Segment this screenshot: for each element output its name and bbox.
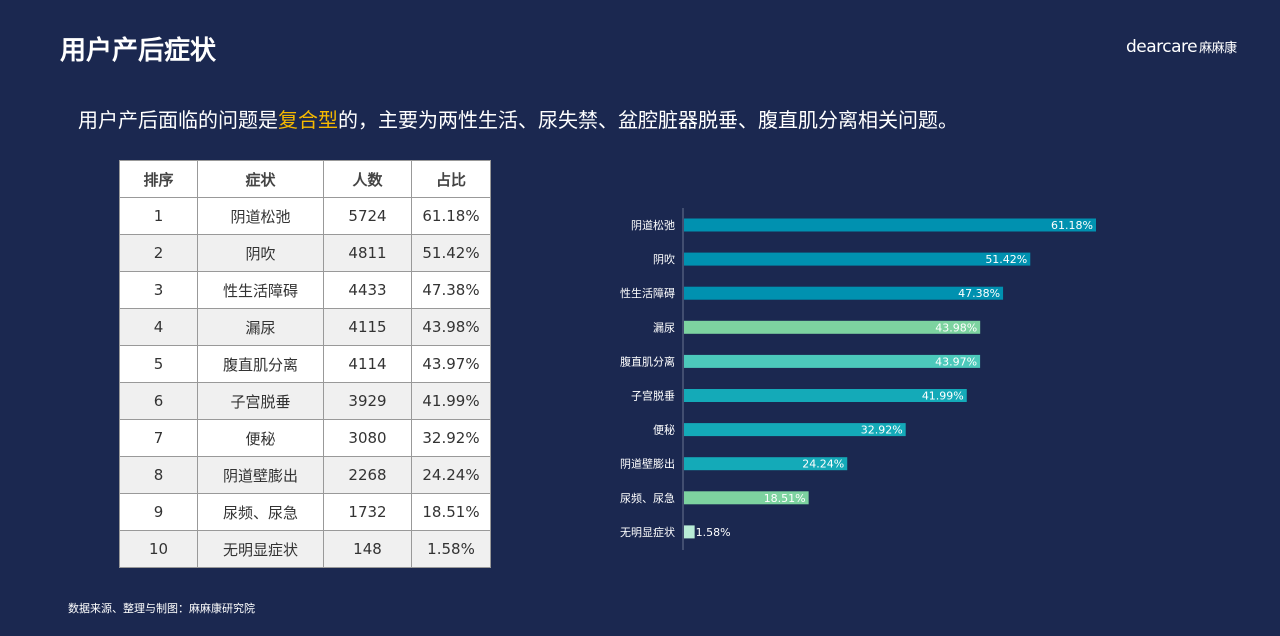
cell-ratio: 61.18% (411, 197, 491, 235)
data-label: 24.24% (802, 458, 844, 471)
cell-symptom: 尿频、尿急 (197, 493, 324, 531)
bar (684, 354, 981, 368)
symptom-table: 排序 症状 人数 占比 1 阴道松弛 5724 61.18% 2 阴吹 4811 51.42%… (119, 160, 491, 568)
bar (684, 457, 848, 471)
cell-count: 5724 (323, 197, 412, 235)
category-label: 子宫脱垂 (631, 389, 675, 403)
category-label: 尿频、尿急 (620, 491, 675, 505)
bar (684, 423, 906, 437)
cell-ratio: 1.58% (411, 530, 491, 568)
header-count: 人数 (323, 160, 412, 198)
subtitle-highlight: 复合型 (278, 108, 338, 132)
cell-symptom: 便秘 (197, 419, 324, 457)
cell-rank: 9 (119, 493, 198, 531)
cell-count: 4811 (323, 234, 412, 272)
cell-symptom: 阴道壁膨出 (197, 456, 324, 494)
logo-text: dearcare (1126, 37, 1198, 57)
category-label: 便秘 (653, 423, 675, 437)
bar (684, 389, 967, 402)
cell-count: 4114 (323, 345, 412, 383)
data-label: 43.97% (935, 355, 977, 368)
cell-rank: 6 (119, 382, 198, 420)
table-row: 3 性生活障碍 4433 47.38% (119, 271, 491, 309)
table-row: 6 子宫脱垂 3929 41.99% (119, 382, 491, 420)
bar (684, 286, 1004, 300)
cell-count: 148 (323, 530, 412, 568)
bar (684, 218, 1096, 232)
subtitle-post: 的，主要为两性生活、尿失禁、盆腔脏器脱垂、腹直肌分离相关问题。 (338, 108, 958, 132)
data-label: 32.92% (861, 424, 903, 437)
cell-ratio: 41.99% (411, 382, 491, 420)
cell-symptom: 腹直肌分离 (197, 345, 324, 383)
header-ratio: 占比 (411, 160, 491, 198)
cell-rank: 10 (119, 530, 198, 568)
cell-rank: 7 (119, 419, 198, 457)
cell-ratio: 47.38% (411, 271, 491, 309)
cell-rank: 3 (119, 271, 198, 309)
cell-symptom: 无明显症状 (197, 530, 324, 568)
cell-symptom: 性生活障碍 (197, 271, 324, 309)
table-row: 10 无明显症状 148 1.58% (119, 530, 491, 568)
table-row: 4 漏尿 4115 43.98% (119, 308, 491, 346)
category-label: 无明显症状 (620, 525, 675, 539)
bar (684, 320, 981, 334)
cell-ratio: 51.42% (411, 234, 491, 272)
cell-ratio: 24.24% (411, 456, 491, 494)
cell-rank: 1 (119, 197, 198, 235)
data-label: 43.98% (935, 321, 977, 334)
data-source: 数据来源、整理与制图：麻麻康研究院 (68, 602, 255, 615)
category-label: 阴吹 (653, 253, 675, 266)
category-label: 性生活障碍 (620, 286, 675, 300)
cell-ratio: 43.98% (411, 308, 491, 346)
data-label: 61.18% (1051, 219, 1093, 232)
category-label: 阴道壁膨出 (620, 457, 675, 471)
cell-rank: 2 (119, 234, 198, 272)
cell-rank: 8 (119, 456, 198, 494)
bar (684, 525, 695, 539)
subtitle-pre: 用户产后面临的问题是 (78, 108, 278, 132)
cell-count: 2268 (323, 456, 412, 494)
header-rank: 排序 (119, 160, 198, 198)
table-row: 8 阴道壁膨出 2268 24.24% (119, 456, 491, 494)
bar (684, 491, 809, 505)
category-label: 阴道松弛 (631, 218, 675, 232)
cell-symptom: 阴吹 (197, 234, 324, 272)
table-row: 5 腹直肌分离 4114 43.97% (119, 345, 491, 383)
header-symptom: 症状 (197, 160, 324, 198)
data-label: 51.42% (985, 253, 1027, 266)
logo-cn: 麻麻康 (1199, 41, 1237, 56)
cell-ratio: 18.51% (411, 493, 491, 531)
category-label: 漏尿 (653, 321, 675, 334)
cell-rank: 5 (119, 345, 198, 383)
page-title: 用户产后症状 (60, 36, 217, 66)
table-row: 9 尿频、尿急 1732 18.51% (119, 493, 491, 531)
table-row: 2 阴吹 4811 51.42% (119, 234, 491, 272)
cell-symptom: 漏尿 (197, 308, 324, 346)
data-label: 1.58% (696, 526, 731, 539)
data-label: 41.99% (922, 390, 964, 403)
subtitle: 用户产后面临的问题是复合型的，主要为两性生活、尿失禁、盆腔脏器脱垂、腹直肌分离相… (78, 104, 958, 133)
brand-logo: dearcare 麻麻康 (1126, 37, 1237, 57)
cell-symptom: 子宫脱垂 (197, 382, 324, 420)
table-row: 1 阴道松弛 5724 61.18% (119, 197, 491, 235)
cell-count: 3929 (323, 382, 412, 420)
category-label: 腹直肌分离 (620, 354, 675, 368)
cell-count: 1732 (323, 493, 412, 531)
data-label: 47.38% (958, 287, 1000, 300)
cell-symptom: 阴道松弛 (197, 197, 324, 235)
data-label: 18.51% (764, 492, 806, 505)
cell-rank: 4 (119, 308, 198, 346)
bar (684, 252, 1031, 266)
cell-ratio: 43.97% (411, 345, 491, 383)
